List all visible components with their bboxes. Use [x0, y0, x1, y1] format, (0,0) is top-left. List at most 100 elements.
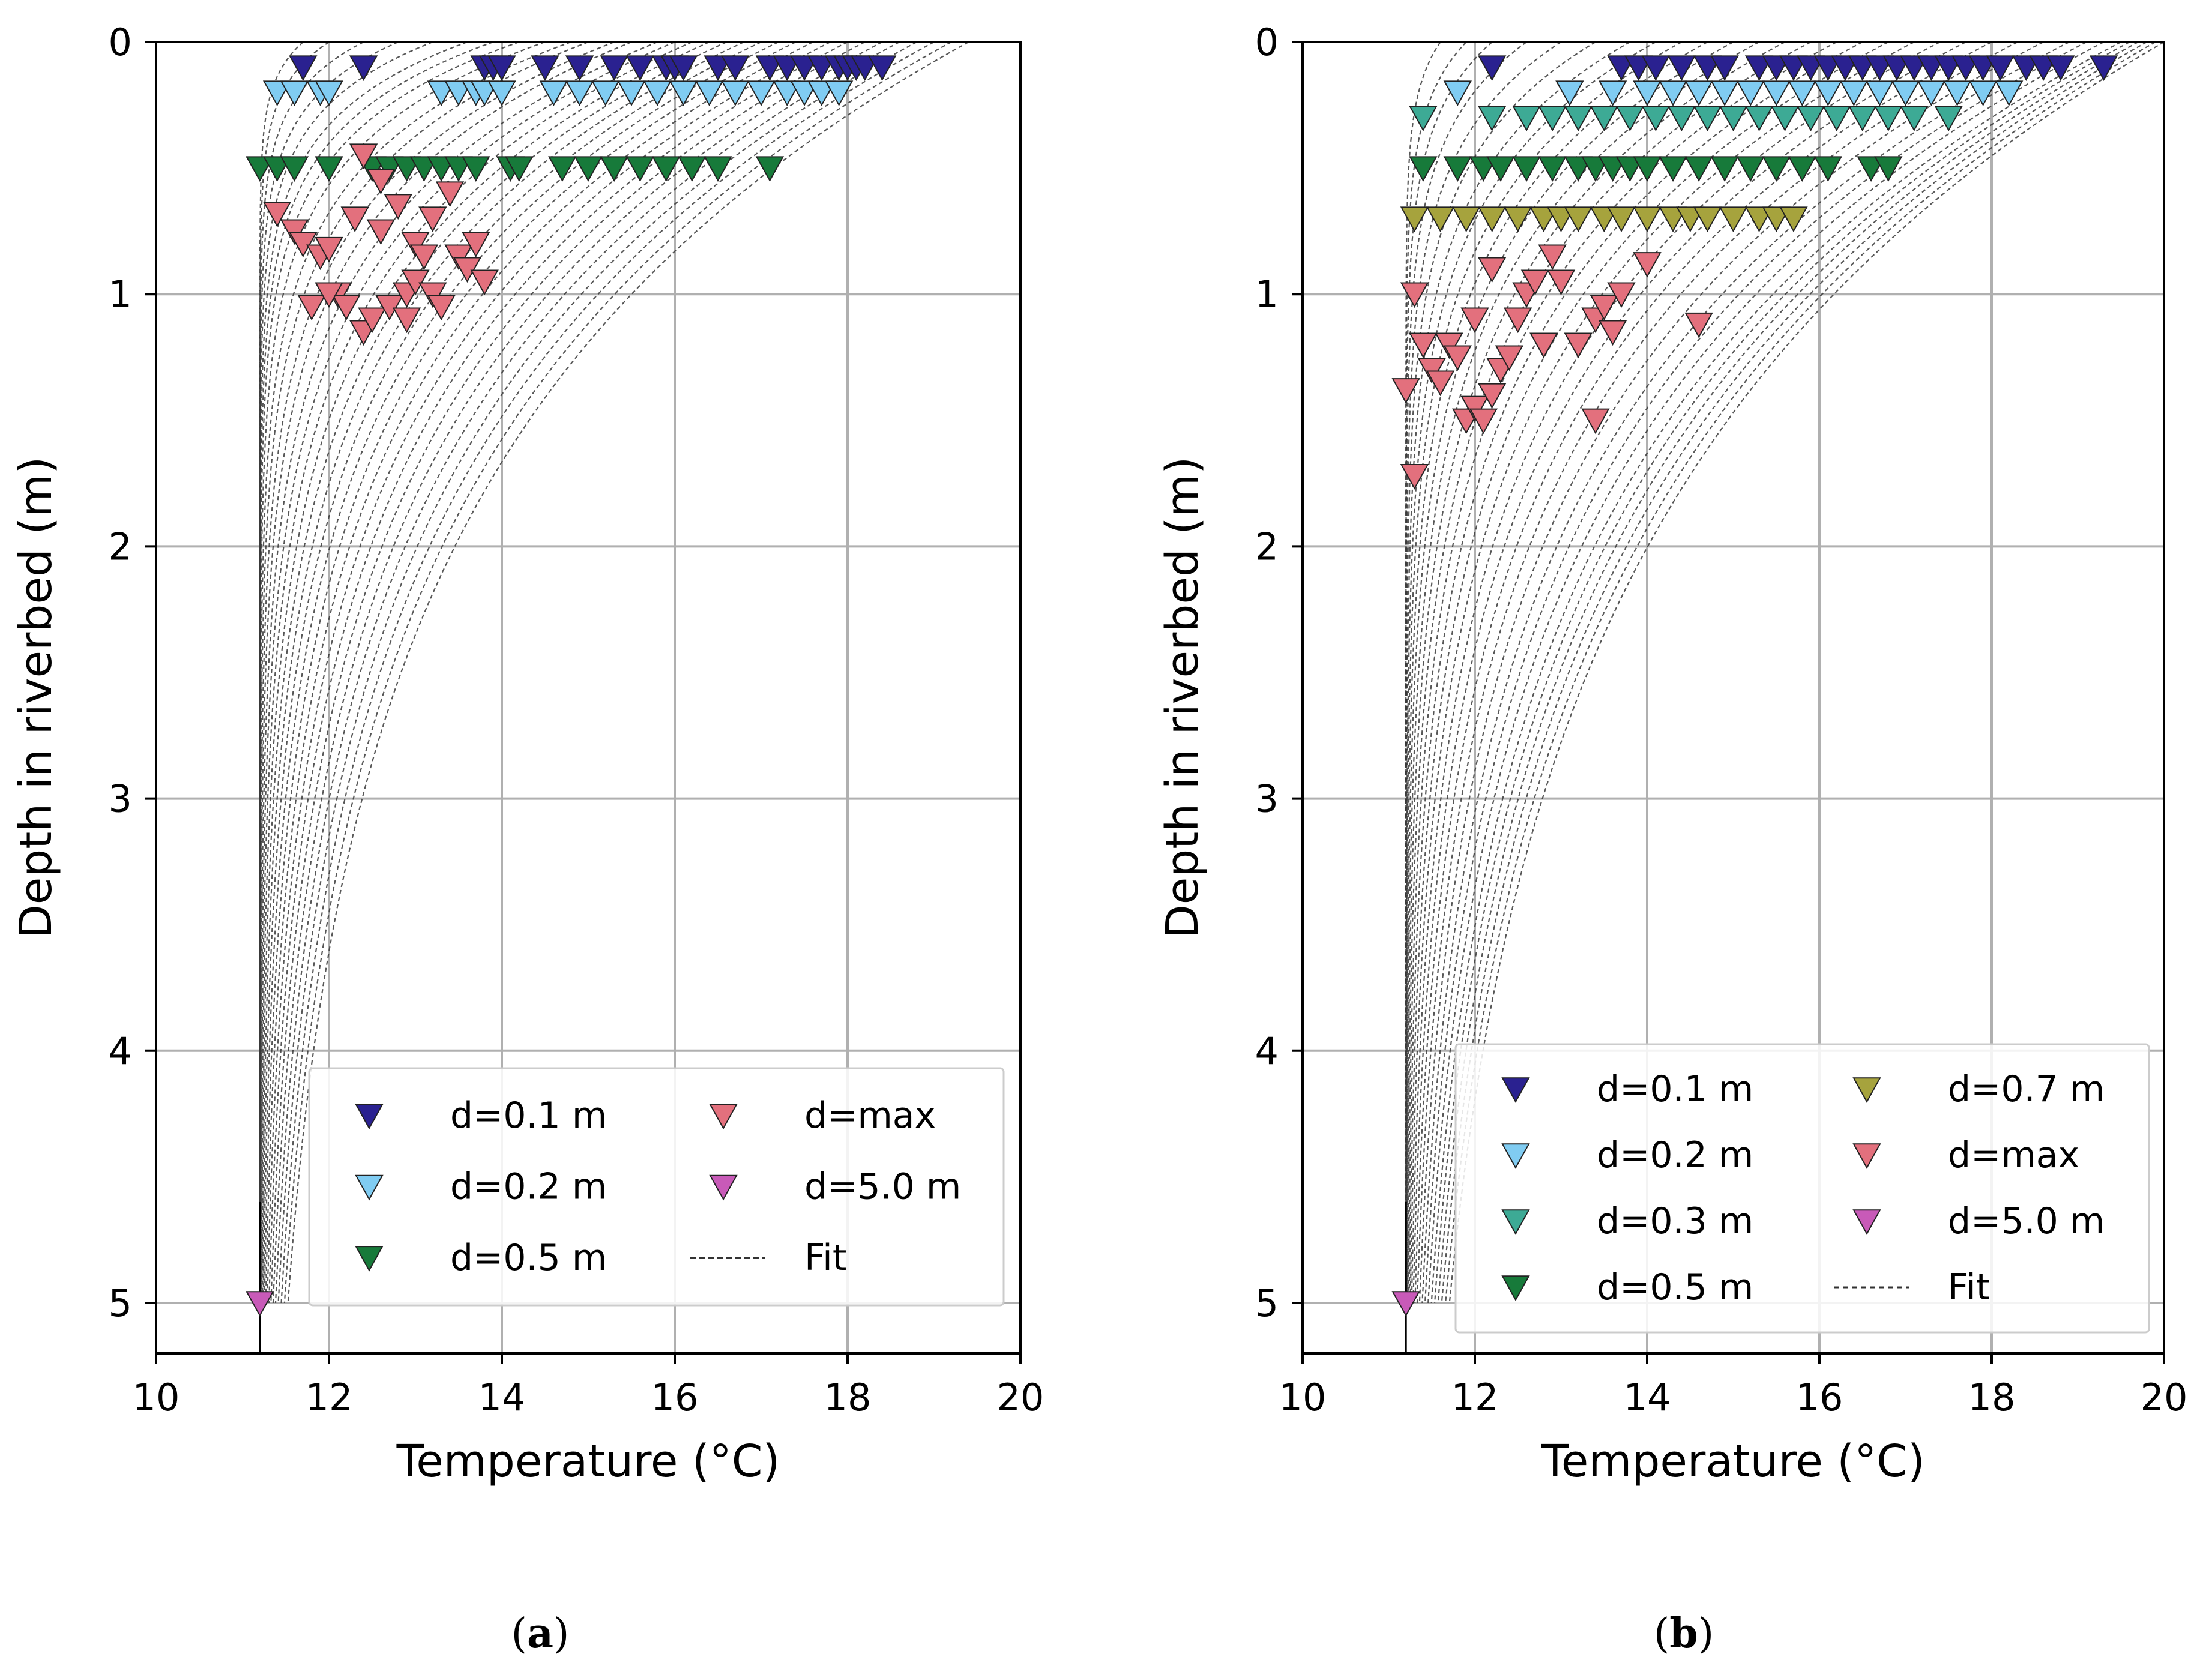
- fit-curve: [1430, 41, 2121, 1304]
- marker-d-0-5-m: [651, 156, 681, 182]
- x-tick-label: 14: [1624, 1376, 1671, 1419]
- fit-curve: [283, 41, 952, 1304]
- marker-d-max: [418, 282, 447, 308]
- fit-curve: [1427, 41, 2105, 1304]
- marker-d-0-3-m: [1590, 106, 1618, 132]
- marker-d-0-2-m: [591, 80, 620, 106]
- marker-d-0-2-m: [790, 80, 819, 106]
- marker-d-0-1-m: [349, 55, 378, 81]
- marker-d-0-2-m: [617, 80, 646, 106]
- marker-d-max: [401, 269, 430, 296]
- marker-d-0-7-m: [1504, 206, 1532, 233]
- marker-d-0-1-m: [669, 55, 698, 81]
- marker-d-0-2-m: [1555, 80, 1584, 106]
- marker-d-0-5-m: [315, 156, 343, 182]
- marker-d-max: [315, 282, 343, 308]
- marker-d-0-1-m: [1624, 55, 1653, 81]
- marker-d-0-1-m: [1986, 55, 2015, 81]
- marker-d-max: [1598, 320, 1627, 346]
- marker-d-0-2-m: [1839, 80, 1869, 106]
- marker-d-0-2-m: [721, 80, 750, 106]
- fit-curve: [1405, 41, 1630, 1303]
- panel-a-fit-curves: [259, 41, 969, 1353]
- marker-d-max: [1684, 312, 1713, 338]
- marker-d-0-2-m: [470, 80, 499, 106]
- marker-d-max: [1504, 307, 1532, 334]
- legend-marker: [355, 1174, 384, 1201]
- fit-curve: [1412, 41, 1966, 1304]
- panel-b-axes-frame: [1301, 41, 2165, 1355]
- fit-curve: [1406, 41, 1837, 1303]
- marker-d-0-5-m: [1710, 156, 1739, 182]
- marker-d-0-5-m: [1615, 156, 1644, 182]
- marker-d-0-5-m: [1538, 156, 1567, 182]
- marker-d-max: [1590, 295, 1618, 321]
- y-tick-label: 5: [1255, 1281, 1279, 1325]
- legend-marker: [1852, 1143, 1881, 1169]
- marker-d-0-3-m: [1744, 106, 1774, 132]
- legend-marker: [1501, 1077, 1530, 1103]
- marker-d-0-3-m: [1770, 106, 1800, 132]
- marker-d-0-5-m: [1684, 156, 1713, 182]
- x-tick-label: 12: [1451, 1376, 1499, 1419]
- marker-d-max: [1409, 332, 1438, 359]
- marker-d-0-1-m: [1607, 55, 1636, 81]
- legend-label: d=max: [1948, 1134, 2079, 1176]
- marker-d-0-1-m: [625, 55, 655, 81]
- panel-b-fit-curves: [1405, 41, 2165, 1353]
- legend-marker: [1852, 1209, 1881, 1235]
- marker-d-0-5-m: [1443, 156, 1472, 182]
- x-tick-label: 10: [1279, 1376, 1327, 1419]
- marker-d-0-2-m: [1788, 80, 1816, 106]
- marker-d-0-2-m: [1968, 80, 1998, 106]
- marker-d-max: [1478, 257, 1507, 283]
- marker-d-0-2-m: [807, 80, 836, 106]
- marker-d-0-1-m: [1900, 55, 1929, 81]
- x-tick-label: 12: [306, 1376, 353, 1419]
- marker-d-0-1-m: [1744, 55, 1774, 81]
- marker-d-0-5-m: [1762, 156, 1791, 182]
- marker-d-0-7-m: [1744, 206, 1774, 233]
- marker-d-0-1-m: [2089, 55, 2118, 81]
- marker-d-max: [1400, 464, 1429, 490]
- marker-d-0-1-m: [1779, 55, 1808, 81]
- y-tick-label: 1: [109, 272, 132, 316]
- marker-d-0-3-m: [1719, 106, 1748, 132]
- marker-d-max: [1460, 395, 1489, 422]
- marker-d-max: [470, 269, 499, 296]
- marker-d-0-1-m: [1934, 55, 1963, 81]
- y-tick-label: 3: [109, 777, 132, 821]
- marker-d-0-2-m: [444, 80, 473, 106]
- marker-d-0-7-m: [1633, 206, 1662, 233]
- marker-d-0-7-m: [1693, 206, 1722, 233]
- fit-curve: [1416, 41, 2018, 1304]
- panel-b-caption: (b): [1654, 1610, 1714, 1658]
- fit-curve: [277, 41, 917, 1304]
- marker-d-0-3-m: [1641, 106, 1671, 132]
- fit-curve: [1405, 41, 1708, 1303]
- legend-marker: [1501, 1275, 1530, 1301]
- marker-d-0-7-m: [1762, 206, 1791, 233]
- fit-curve: [1418, 41, 2044, 1304]
- marker-d-0-5-m: [1857, 156, 1885, 182]
- marker-d-0-3-m: [1512, 106, 1541, 132]
- marker-d-0-3-m: [1900, 106, 1929, 132]
- panel-b-x-axis-label: Temperature (°C): [1541, 1436, 1925, 1487]
- marker-d-0-1-m: [1478, 55, 1507, 81]
- legend-label: d=0.3 m: [1597, 1200, 1753, 1242]
- marker-d-0-2-m: [1443, 80, 1472, 106]
- marker-d-0-1-m: [2029, 55, 2058, 81]
- marker-d-max: [1391, 378, 1420, 404]
- marker-d-0-1-m: [704, 55, 732, 81]
- marker-d-0-5-m: [262, 156, 292, 182]
- marker-d-max: [453, 257, 482, 283]
- marker-d-0-7-m: [1564, 206, 1593, 233]
- marker-d-0-3-m: [1934, 106, 1963, 132]
- marker-d-0-2-m: [280, 80, 309, 106]
- legend-label: d=0.5 m: [1597, 1266, 1753, 1308]
- fit-curve: [259, 41, 658, 1303]
- marker-d-max: [1417, 358, 1446, 384]
- marker-d-0-3-m: [1848, 106, 1877, 132]
- legend-marker: [355, 1104, 384, 1130]
